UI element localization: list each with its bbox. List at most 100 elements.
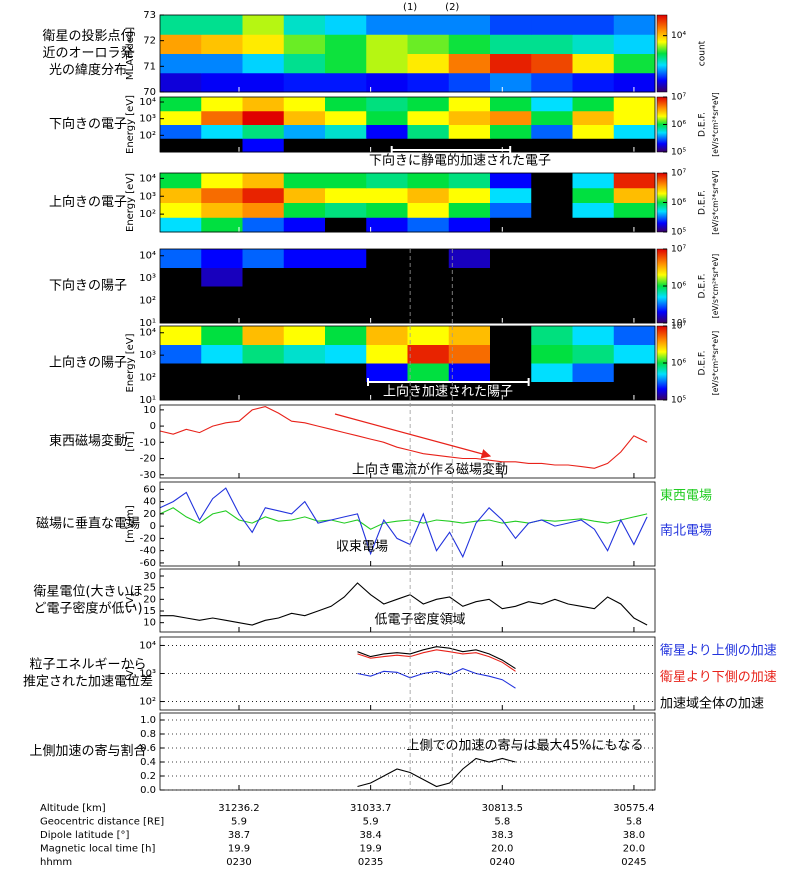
x-tick-label: 0245 — [621, 857, 646, 868]
heat-cell — [242, 326, 285, 345]
heat-cell — [448, 267, 491, 287]
heat-cell — [448, 34, 491, 54]
y-tick-label: 10⁴ — [139, 640, 156, 651]
colorbar-title: D.E.F. — [698, 274, 708, 299]
heat-cell — [160, 15, 202, 35]
heat-cell — [160, 110, 202, 125]
panel-title: 光の緯度分布 — [49, 62, 127, 78]
heat-cell — [283, 173, 326, 189]
heat-cell — [366, 34, 408, 54]
heat-cell — [572, 202, 615, 218]
y-tick-label: 30 — [143, 571, 156, 582]
heat-cell — [201, 249, 243, 268]
heat-cell — [448, 304, 491, 324]
heat-cell — [613, 202, 656, 218]
heat-cell — [242, 202, 285, 218]
heat-cell — [490, 97, 532, 112]
heat-cell — [242, 344, 285, 364]
colorbar-tick-label: 10⁷ — [671, 245, 686, 255]
range-bar — [390, 146, 512, 154]
heat-cell — [325, 267, 367, 287]
heat-cell — [531, 217, 573, 233]
heat-cell — [531, 381, 573, 401]
panel-frame — [159, 172, 656, 233]
heat-cell — [448, 249, 491, 268]
heat-cell — [448, 173, 491, 189]
panel-frame — [159, 404, 656, 479]
heat-cell — [572, 124, 615, 139]
x-axis-title: hhmm — [40, 857, 72, 868]
heat-cell — [407, 202, 450, 218]
heat-cell — [325, 34, 367, 54]
heat-cell — [325, 97, 367, 112]
heat-cell — [490, 249, 532, 268]
heat-cell — [366, 187, 408, 203]
heat-cell — [613, 381, 656, 401]
x-tick-label: 0240 — [490, 857, 515, 868]
heat-cell — [407, 267, 450, 287]
series-line — [159, 487, 648, 559]
panel-title: 上向きの陽子 — [49, 355, 127, 371]
heat-cell — [407, 217, 450, 233]
heat-cell — [407, 286, 450, 305]
heat-cell — [613, 124, 656, 139]
y-tick-label: 10³ — [139, 669, 156, 680]
heat-cell — [572, 110, 615, 125]
event-label: (1) — [403, 2, 417, 13]
y-tick-label: 10¹ — [139, 318, 156, 329]
series-line — [160, 582, 648, 626]
heat-cell — [572, 217, 615, 233]
ephemeris-label: Dipole latitude [°] — [40, 830, 129, 841]
heat-cell — [283, 286, 326, 305]
y-tick-label: -20 — [140, 533, 156, 544]
heat-cell — [407, 381, 450, 401]
colorbar-title: count — [698, 40, 708, 66]
panel-frame — [159, 481, 656, 567]
heat-cell — [572, 267, 615, 287]
heat-cell — [366, 267, 408, 287]
heat-cell — [160, 34, 202, 54]
heat-cell — [490, 286, 532, 305]
heat-cell — [572, 363, 615, 382]
heat-cell — [366, 124, 408, 139]
heat-cell — [531, 72, 573, 93]
series-line — [159, 507, 648, 530]
heat-cell — [201, 326, 243, 345]
heat-cell — [613, 53, 656, 74]
heat-cell — [160, 326, 202, 345]
heat-cell — [531, 187, 573, 203]
panel-frame — [159, 14, 656, 93]
heat-cell — [366, 217, 408, 233]
heat-cell — [490, 381, 532, 401]
heat-cell — [283, 217, 326, 233]
panel-title: 近のオーロラ発 — [42, 46, 133, 61]
heat-cell — [490, 34, 532, 54]
heat-cell — [242, 267, 285, 287]
heat-cell — [531, 344, 573, 364]
heat-cell — [160, 138, 202, 153]
y-tick-label: 10³ — [139, 191, 156, 202]
heat-cell — [366, 173, 408, 189]
heat-cell — [490, 173, 532, 189]
heat-cell — [242, 34, 285, 54]
y-tick-label: 10⁴ — [139, 97, 156, 108]
y-axis-label: Energy [eV] — [125, 95, 136, 154]
series-line — [357, 646, 516, 670]
y-tick-label: -40 — [140, 546, 156, 557]
y-axis-label: [nT] — [125, 431, 136, 451]
heat-cell — [283, 363, 326, 382]
heat-cell — [572, 72, 615, 93]
y-tick-label: 20 — [143, 509, 156, 520]
heat-cell — [366, 53, 408, 74]
ephemeris-label: Altitude [km] — [40, 803, 106, 814]
heat-cell — [613, 187, 656, 203]
colorbar-tick-label: 10⁶ — [671, 282, 686, 292]
legend-label: 加速域全体の加速 — [660, 696, 764, 712]
heat-cell — [613, 286, 656, 305]
heat-cell — [325, 187, 367, 203]
heat-cell — [201, 15, 243, 35]
heat-cell — [572, 286, 615, 305]
panel-title: ど電子密度が低い) — [33, 601, 142, 617]
y-tick-label: 10⁴ — [139, 328, 156, 339]
x-tick-label: 0235 — [358, 857, 383, 868]
